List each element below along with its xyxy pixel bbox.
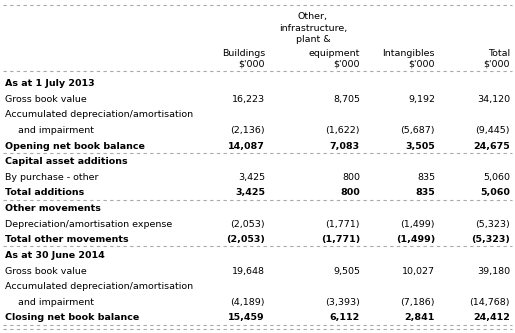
Text: Depreciation/amortisation expense: Depreciation/amortisation expense: [5, 220, 172, 229]
Text: 3,425: 3,425: [235, 188, 265, 197]
Text: 5,060: 5,060: [483, 173, 510, 182]
Text: $'000: $'000: [238, 60, 265, 69]
Text: infrastructure,: infrastructure,: [279, 24, 347, 33]
Text: (1,499): (1,499): [401, 220, 435, 229]
Text: 5,060: 5,060: [480, 188, 510, 197]
Text: (2,053): (2,053): [226, 235, 265, 244]
Text: (9,445): (9,445): [475, 126, 510, 135]
Text: (2,136): (2,136): [230, 126, 265, 135]
Text: 8,705: 8,705: [333, 95, 360, 104]
Text: 835: 835: [415, 188, 435, 197]
Text: (5,323): (5,323): [471, 235, 510, 244]
Text: (14,768): (14,768): [470, 298, 510, 307]
Text: 24,675: 24,675: [473, 142, 510, 151]
Text: 800: 800: [342, 173, 360, 182]
Text: 9,192: 9,192: [408, 95, 435, 104]
Text: Opening net book balance: Opening net book balance: [5, 142, 145, 151]
Text: (5,687): (5,687): [401, 126, 435, 135]
Text: (1,622): (1,622): [325, 126, 360, 135]
Text: (1,771): (1,771): [325, 220, 360, 229]
Text: Total other movements: Total other movements: [5, 235, 129, 244]
Text: (7,186): (7,186): [401, 298, 435, 307]
Text: 19,648: 19,648: [232, 267, 265, 276]
Text: $'000: $'000: [334, 60, 360, 69]
Text: 15,459: 15,459: [228, 313, 265, 322]
Text: (3,393): (3,393): [325, 298, 360, 307]
Text: Other movements: Other movements: [5, 204, 101, 213]
Text: Total additions: Total additions: [5, 188, 84, 197]
Text: 3,505: 3,505: [405, 142, 435, 151]
Text: Buildings: Buildings: [222, 49, 265, 58]
Text: Gross book value: Gross book value: [5, 95, 87, 104]
Text: (1,771): (1,771): [321, 235, 360, 244]
Text: Accumulated depreciation/amortisation: Accumulated depreciation/amortisation: [5, 282, 193, 291]
Text: 3,425: 3,425: [238, 173, 265, 182]
Text: (1,499): (1,499): [396, 235, 435, 244]
Text: Total: Total: [488, 49, 510, 58]
Text: Gross book value: Gross book value: [5, 267, 87, 276]
Text: Other,: Other,: [298, 12, 328, 21]
Text: 2,841: 2,841: [405, 313, 435, 322]
Text: 9,505: 9,505: [333, 267, 360, 276]
Text: Capital asset additions: Capital asset additions: [5, 157, 128, 166]
Text: As at 30 June 2014: As at 30 June 2014: [5, 251, 105, 260]
Text: 7,083: 7,083: [330, 142, 360, 151]
Text: As at 1 July 2013: As at 1 July 2013: [5, 79, 95, 88]
Text: Accumulated depreciation/amortisation: Accumulated depreciation/amortisation: [5, 110, 193, 119]
Text: 10,027: 10,027: [402, 267, 435, 276]
Text: $'000: $'000: [484, 60, 510, 69]
Text: and impairment: and impairment: [18, 126, 94, 135]
Text: (2,053): (2,053): [230, 220, 265, 229]
Text: 14,087: 14,087: [228, 142, 265, 151]
Text: $'000: $'000: [408, 60, 435, 69]
Text: (5,323): (5,323): [475, 220, 510, 229]
Text: 800: 800: [340, 188, 360, 197]
Text: 835: 835: [417, 173, 435, 182]
Text: 6,112: 6,112: [330, 313, 360, 322]
Text: By purchase - other: By purchase - other: [5, 173, 98, 182]
Text: 16,223: 16,223: [232, 95, 265, 104]
Text: 39,180: 39,180: [477, 267, 510, 276]
Text: 24,412: 24,412: [473, 313, 510, 322]
Text: Closing net book balance: Closing net book balance: [5, 313, 139, 322]
Text: plant &: plant &: [296, 36, 330, 45]
Text: (4,189): (4,189): [231, 298, 265, 307]
Text: Intangibles: Intangibles: [383, 49, 435, 58]
Text: 34,120: 34,120: [477, 95, 510, 104]
Text: and impairment: and impairment: [18, 298, 94, 307]
Text: equipment: equipment: [308, 49, 360, 58]
